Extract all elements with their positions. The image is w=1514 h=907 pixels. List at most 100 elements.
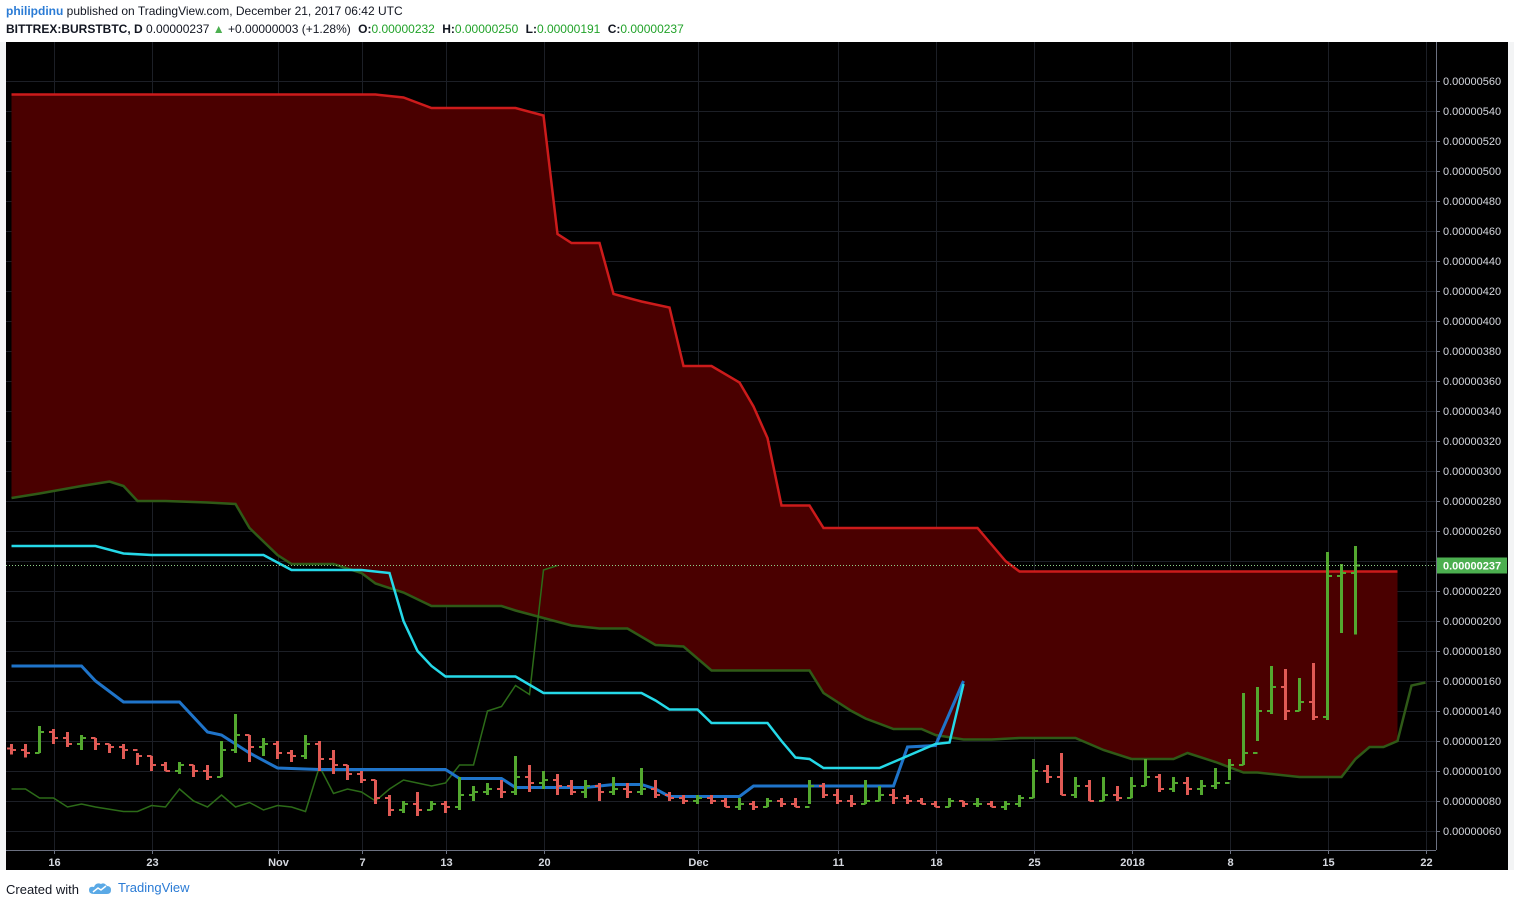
publish-line: philipdinu published on TradingView.com,… (6, 4, 403, 18)
ohlc-bar (399, 801, 408, 813)
chart-header: philipdinu published on TradingView.com,… (0, 0, 1514, 42)
ohlc-bar (581, 780, 590, 798)
ohlc-bar (679, 795, 688, 804)
ohlc-bar (1183, 777, 1192, 795)
ohlc-bar (175, 762, 184, 774)
ohlc-bar (1309, 663, 1318, 720)
last-price-badge-bg (1437, 557, 1507, 574)
price-tick-label: 0.00000120 (1443, 736, 1501, 748)
time-tick-label: 2018 (1120, 857, 1144, 869)
ohlc-bar (567, 780, 576, 795)
ichimoku-cloud (11, 94, 1398, 777)
ohlc-bar (749, 801, 758, 810)
time-tick-label: 18 (930, 857, 942, 869)
tenkan-sen-line (11, 544, 965, 770)
ohlc-bar (987, 801, 996, 808)
change-value: +0.00000003 (+1.28%) (228, 22, 351, 36)
ohlc-bar (259, 738, 268, 756)
ohlc-bar (469, 786, 478, 801)
price-tick-label: 0.00000460 (1443, 226, 1501, 238)
ohlc-bar (315, 741, 324, 771)
high-label: H: (442, 22, 455, 36)
ohlc-bar (413, 792, 422, 816)
ohlc-bar (1071, 777, 1080, 798)
ohlc-bar (1001, 801, 1010, 810)
price-tick-label: 0.00000400 (1443, 316, 1501, 328)
symbol-label: BITTREX:BURSTBTC, D (6, 22, 143, 36)
chart-area[interactable]: 0.00000060 0.00000080 0.00000100 0.00000120… (6, 42, 1508, 870)
time-tick-label: 7 (359, 857, 365, 869)
ohlc-bar (595, 783, 604, 801)
low-value: 0.00000191 (536, 22, 601, 36)
ohlc-bar (945, 798, 954, 808)
ohlc-bar (763, 798, 772, 808)
ohlc-bar (287, 750, 296, 762)
ohlc-bar (1099, 777, 1108, 802)
price-chart[interactable]: 0.00000060 0.00000080 0.00000100 0.00000120… (6, 42, 1508, 870)
last-price-badge: 0.00000237 (1437, 557, 1507, 574)
time-tick-label: 25 (1028, 857, 1040, 869)
ohlc-bar (637, 768, 646, 795)
price-tick-label: 0.00000380 (1443, 346, 1501, 358)
ohlc-bar (1225, 759, 1234, 784)
ohlc-bar (245, 734, 254, 762)
senkou-span-b-line (11, 480, 1426, 779)
ohlc-bar (203, 765, 212, 780)
open-value: 0.00000232 (371, 22, 435, 36)
price-tick-label: 0.00000560 (1443, 76, 1501, 88)
ohlc-bar (917, 798, 926, 805)
price-tick-label: 0.00000420 (1443, 286, 1501, 298)
time-tick-label: Dec (688, 857, 708, 869)
price-tick-label: 0.00000300 (1443, 466, 1501, 478)
ohlc-bar (875, 786, 884, 802)
ohlc-bar (455, 777, 464, 810)
ohlc-bar (1155, 774, 1164, 792)
time-tick-label: 11 (833, 857, 845, 869)
close-label: C: (607, 22, 621, 36)
tradingview-cloud-icon (89, 882, 111, 894)
ohlc-bar (1295, 678, 1304, 712)
ohlc-bar (651, 780, 660, 798)
ohlc-bar (889, 789, 898, 804)
price-tick-label: 0.00000520 (1443, 136, 1501, 148)
ohlc-bar (1267, 666, 1276, 714)
ohlc-bar (189, 764, 198, 777)
ohlc-bar (777, 798, 786, 807)
ohlc-bar (903, 795, 912, 804)
chikou-span-line (11, 564, 558, 813)
ohlc-bar (819, 783, 828, 798)
ohlc-bar (721, 798, 730, 808)
last-price-badge-label: 0.00000237 (1443, 561, 1501, 573)
price-tick-label: 0.00000440 (1443, 256, 1501, 268)
ohlc-bar (1029, 759, 1038, 799)
time-tick-label: 13 (440, 857, 452, 869)
ohlc-bar (427, 801, 436, 811)
price-tick-label: 0.00000100 (1443, 766, 1501, 778)
ohlc-bar (931, 801, 940, 808)
ohlc-bar (91, 737, 100, 750)
price-tick-label: 0.00000500 (1443, 166, 1501, 178)
ohlc-bar (1169, 777, 1178, 792)
ohlc-bar (35, 726, 44, 754)
ohlc-bar (1127, 777, 1136, 799)
author-link[interactable]: philipdinu (6, 4, 64, 18)
time-axis: 16 23 Nov 7 13 20 Dec 11 18 25 2018 8 15 22 (48, 850, 1433, 869)
ohlc-bar (1113, 786, 1122, 801)
ohlc-bar (1337, 564, 1346, 633)
ohlc-bar (609, 777, 618, 795)
ohlc-bar (1015, 795, 1024, 807)
ohlc-bar (161, 762, 170, 772)
ohlc-bar (525, 765, 534, 792)
ohlc-bar (1253, 687, 1262, 754)
ohlc-bars (7, 546, 1360, 816)
ohlc-bar (357, 771, 366, 783)
ohlc-bar (371, 779, 380, 804)
senkou-span-a-line (11, 93, 1398, 573)
ohlc-bar (1323, 552, 1332, 720)
ohlc-bar (959, 800, 968, 807)
ohlc-bar (735, 798, 744, 810)
ohlc-bar (147, 755, 156, 771)
ohlc-bar (1085, 780, 1094, 802)
price-tick-label: 0.00000260 (1443, 526, 1501, 538)
tradingview-link[interactable]: TradingView (88, 880, 190, 896)
